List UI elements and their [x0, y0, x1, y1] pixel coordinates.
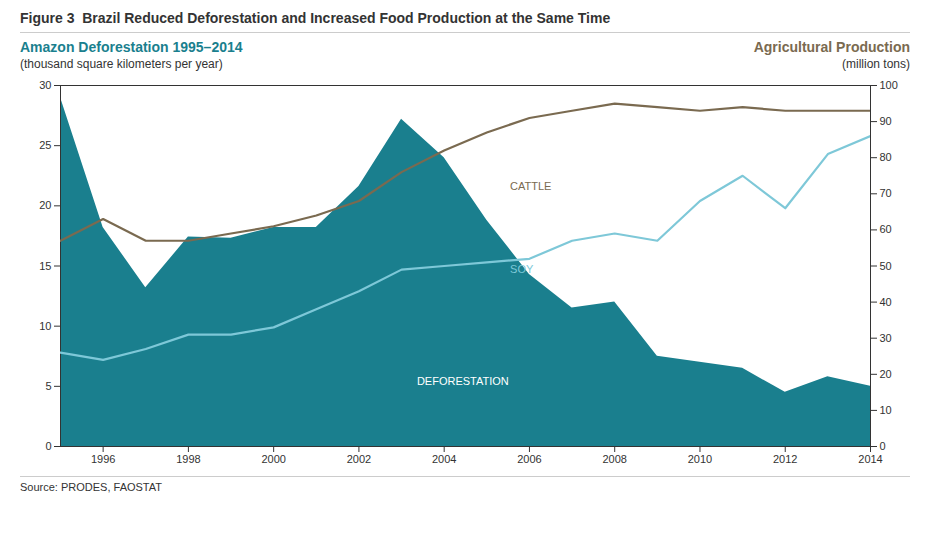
html-text:Source: PRODES, FAOSTAT: Source: PRODES, FAOSTAT [20, 481, 162, 493]
svg-text:90: 90 [880, 115, 892, 127]
svg-text:80: 80 [880, 151, 892, 163]
svg-text:30: 30 [39, 79, 51, 91]
svg-text:100: 100 [880, 79, 898, 91]
svg-text:50: 50 [880, 260, 892, 272]
svg-text:40: 40 [880, 296, 892, 308]
html-text:Figure 3 Brazil Reduced Defore: Figure 3 Brazil Reduced Deforestation an… [20, 10, 611, 26]
html-text:Amazon Deforestation 1995–2014: Amazon Deforestation 1995–2014 [20, 39, 243, 55]
svg-text:DEFORESTATION: DEFORESTATION [417, 375, 509, 387]
svg-text:10: 10 [880, 404, 892, 416]
svg-text:SOY: SOY [510, 263, 534, 275]
svg-text:30: 30 [880, 332, 892, 344]
svg-text:2002: 2002 [347, 453, 371, 465]
svg-text:1998: 1998 [176, 453, 200, 465]
svg-text:2000: 2000 [261, 453, 285, 465]
svg-text:2008: 2008 [602, 453, 626, 465]
svg-text:0: 0 [880, 440, 886, 452]
svg-text:2006: 2006 [517, 453, 541, 465]
svg-text:15: 15 [39, 260, 51, 272]
svg-text:2004: 2004 [432, 453, 456, 465]
svg-text:60: 60 [880, 223, 892, 235]
svg-text:2010: 2010 [688, 453, 712, 465]
svg-text:1996: 1996 [91, 453, 115, 465]
html-text:Agricultural Production: Agricultural Production [753, 39, 910, 55]
svg-text:10: 10 [39, 320, 51, 332]
svg-text:70: 70 [880, 187, 892, 199]
svg-text:5: 5 [45, 380, 51, 392]
svg-text:2012: 2012 [773, 453, 797, 465]
svg-text:0: 0 [45, 440, 51, 452]
svg-text:20: 20 [39, 199, 51, 211]
svg-text:2014: 2014 [858, 453, 882, 465]
svg-text:CATTLE: CATTLE [510, 180, 551, 192]
html-text:(million tons): (million tons) [842, 57, 910, 71]
svg-text:25: 25 [39, 139, 51, 151]
html-text:(thousand square kilometers pe: (thousand square kilometers per year) [20, 57, 223, 71]
svg-text:20: 20 [880, 368, 892, 380]
